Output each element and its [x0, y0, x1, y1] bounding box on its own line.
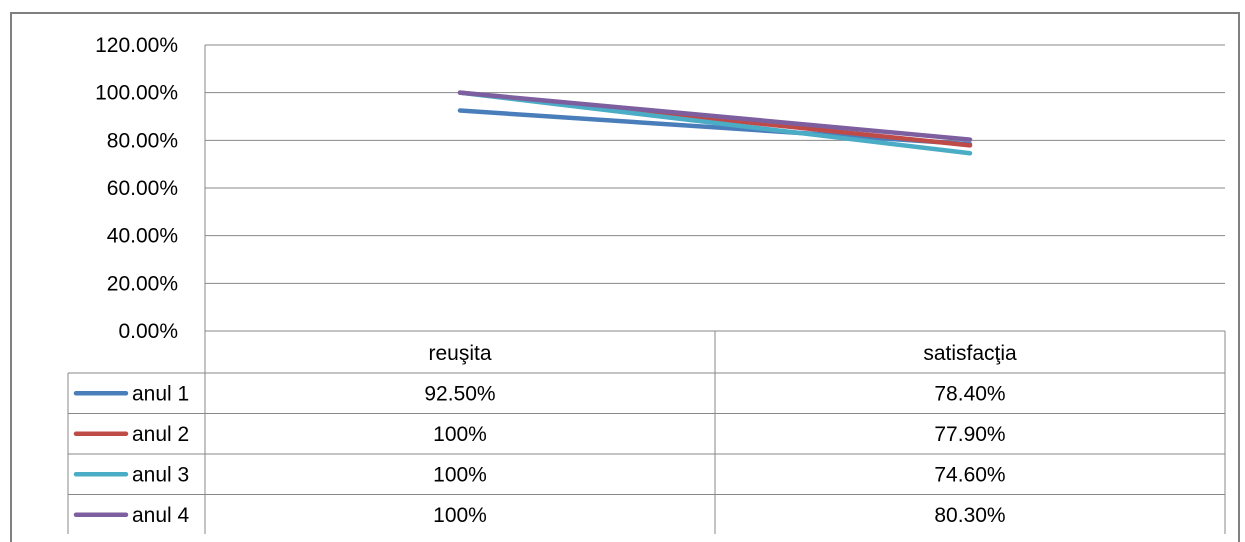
data-label: 77.90%	[934, 423, 1005, 446]
y-tick-label: 100.00%	[95, 82, 178, 105]
legend-label: anul 1	[132, 382, 189, 405]
y-tick-label: 0.00%	[118, 320, 178, 343]
y-axis: 0.00% 20.00% 40.00% 60.00% 80.00% 100.00% 120.…	[95, 34, 206, 343]
y-tick-label: 60.00%	[107, 177, 178, 200]
data-table: reuşita satisfacţia anul 1 92.50% 78.40% anul…	[67, 331, 1226, 534]
data-label: 78.40%	[934, 382, 1005, 405]
y-tick-label: 40.00%	[107, 225, 178, 248]
chart-frame	[10, 12, 1240, 542]
series-lines	[457, 90, 973, 156]
category-label: satisfacţia	[923, 342, 1017, 365]
y-tick-label: 80.00%	[107, 129, 178, 152]
gridlines	[205, 44, 1225, 332]
data-label: 74.60%	[934, 463, 1005, 486]
category-label: reuşita	[428, 342, 491, 365]
data-label: 100%	[433, 463, 487, 486]
legend-label: anul 3	[132, 463, 189, 486]
data-label: 100%	[433, 504, 487, 527]
data-label: 80.30%	[934, 504, 1005, 527]
y-tick-label: 120.00%	[95, 34, 178, 57]
legend-label: anul 2	[132, 423, 189, 446]
legend-label: anul 4	[132, 504, 190, 527]
data-label: 100%	[433, 423, 487, 446]
data-label: 92.50%	[424, 382, 495, 405]
series-line	[457, 90, 973, 156]
series-line	[457, 90, 973, 142]
y-tick-label: 20.00%	[107, 272, 178, 295]
